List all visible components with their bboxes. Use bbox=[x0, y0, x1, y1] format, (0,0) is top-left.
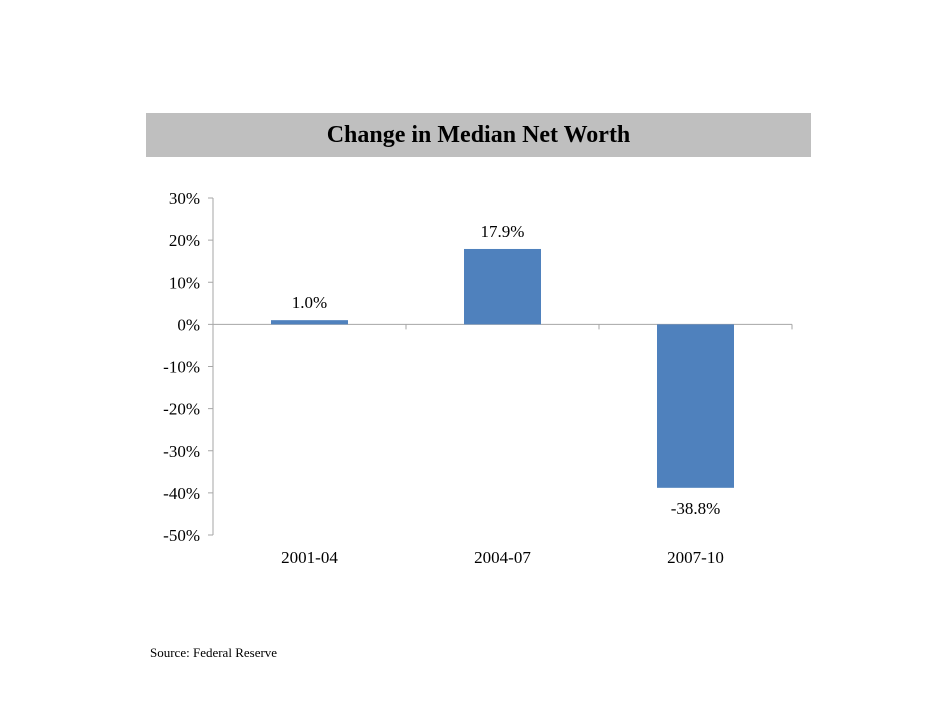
data-labels: 1.0% 17.9% -38.8% bbox=[292, 222, 721, 518]
bars bbox=[271, 248, 734, 488]
x-tick-label: 2001-04 bbox=[281, 548, 338, 567]
data-label: 17.9% bbox=[481, 222, 525, 241]
y-tick-label: -10% bbox=[163, 358, 200, 377]
y-tick-label: -40% bbox=[163, 484, 200, 503]
source-note: Source: Federal Reserve bbox=[150, 645, 278, 660]
y-tick-label: 30% bbox=[169, 189, 200, 208]
y-tick-label: -50% bbox=[163, 526, 200, 545]
data-label: -38.8% bbox=[671, 499, 721, 518]
y-tick-label: -30% bbox=[163, 442, 200, 461]
y-axis: 30% 20% 10% 0% -10% -20% -30% -40% -50% bbox=[163, 189, 793, 545]
y-tick-label: 20% bbox=[169, 231, 200, 250]
y-tick-label: 0% bbox=[177, 315, 200, 334]
title-bar: Change in Median Net Worth bbox=[146, 113, 811, 157]
x-tick-label: 2007-10 bbox=[667, 548, 724, 567]
bar-2004-07 bbox=[464, 248, 541, 325]
bar-2001-04 bbox=[271, 320, 348, 325]
y-tick-label: -20% bbox=[163, 400, 200, 419]
chart-title: Change in Median Net Worth bbox=[326, 121, 631, 148]
y-tick-label: 10% bbox=[169, 273, 200, 292]
x-axis-labels: 2001-04 2004-07 2007-10 bbox=[281, 548, 724, 567]
bar-2007-10 bbox=[657, 324, 734, 488]
data-label: 1.0% bbox=[292, 293, 327, 312]
x-tick-label: 2004-07 bbox=[474, 548, 531, 567]
